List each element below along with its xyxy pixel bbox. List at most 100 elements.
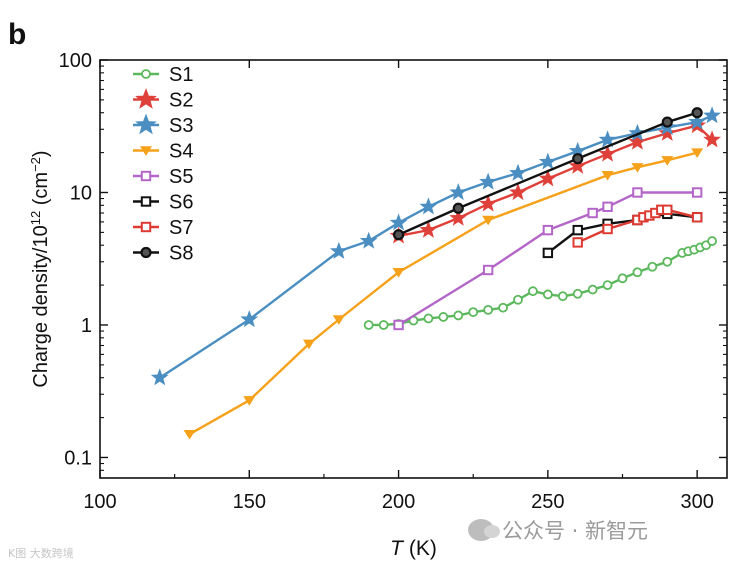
series-line-s4	[188, 151, 698, 436]
data-point-s3	[598, 130, 617, 148]
data-point-s3	[509, 163, 527, 181]
data-point-s4	[601, 171, 614, 181]
data-point-s2	[509, 183, 527, 201]
y-tick-label: 10	[70, 182, 92, 204]
watermark: 公众号 · 新智元	[468, 515, 648, 545]
y-axis-title-text: Charge density/10	[30, 225, 52, 387]
plot-frame	[99, 59, 728, 479]
series-s1	[363, 236, 717, 330]
data-point-s1	[662, 256, 673, 267]
data-point-s2	[598, 144, 617, 162]
data-point-s2	[658, 123, 677, 141]
x-tick-label: 200	[382, 491, 415, 513]
legend-label: S6	[169, 192, 193, 214]
legend-swatch-marker	[140, 170, 152, 182]
data-point-s4	[183, 429, 196, 440]
data-point-s5	[632, 187, 643, 198]
axis-labels: 100 150 200 250 300 0.1 1 10 100 T (K) Charge dens…	[28, 50, 714, 560]
wechat-icon	[468, 519, 500, 541]
data-point-s4	[691, 148, 704, 159]
data-point-s5	[587, 207, 598, 219]
data-point-s4	[631, 163, 644, 173]
data-point-s3	[703, 106, 721, 124]
data-point-s2	[568, 156, 587, 174]
legend-item-s3: S3	[133, 113, 193, 137]
data-point-s3	[329, 241, 348, 259]
legend-item-s7: S7	[133, 217, 193, 239]
data-point-s2	[538, 169, 557, 187]
x-tick-label: 250	[531, 491, 564, 513]
legend-swatch-marker	[140, 146, 152, 156]
data-point-s2	[479, 194, 498, 212]
series-s6	[542, 208, 703, 259]
series-line-s3	[159, 114, 713, 379]
data-point-s5	[602, 201, 613, 212]
data-point-s8	[661, 116, 673, 128]
data-point-s3	[150, 368, 169, 386]
y-axis-title-unit: (cm	[30, 172, 52, 211]
data-point-s7	[572, 237, 583, 248]
data-point-s1	[438, 312, 449, 322]
x-tick-label: 300	[680, 491, 713, 513]
data-point-s1	[423, 313, 434, 324]
legend-item-s1: S1	[133, 64, 193, 86]
series-s7	[572, 204, 703, 248]
data-point-s6	[542, 247, 554, 259]
series-s8	[392, 107, 703, 241]
data-point-s6	[572, 224, 583, 236]
y-tick-label: 100	[59, 50, 92, 72]
legend-item-s8: S8	[133, 243, 193, 265]
data-point-s1	[528, 286, 538, 297]
data-point-s1	[483, 304, 494, 315]
data-point-s8	[572, 153, 584, 165]
data-point-s1	[468, 307, 479, 318]
axes	[99, 59, 728, 479]
data-point-s5	[542, 224, 554, 236]
data-point-s4	[392, 268, 405, 278]
data-point-s1	[602, 280, 613, 291]
y-axis-title-exp: 12	[28, 211, 43, 225]
data-point-s2	[449, 208, 468, 226]
data-point-s8	[452, 202, 464, 214]
legend-label: S1	[169, 64, 193, 86]
data-point-s7	[662, 204, 673, 216]
data-point-s4	[332, 315, 345, 325]
panel-label: b	[8, 18, 27, 51]
data-point-s3	[389, 213, 408, 231]
data-point-s4	[243, 396, 256, 406]
data-point-s1	[498, 302, 508, 313]
series-s2	[389, 116, 721, 244]
data-point-s3	[688, 112, 707, 130]
x-axis-title-unit: (K)	[403, 537, 437, 560]
data-point-s4	[482, 215, 495, 226]
data-point-s3	[419, 197, 438, 215]
data-point-s1	[587, 284, 598, 295]
data-point-s1	[363, 320, 374, 330]
legend-swatch-marker	[135, 113, 157, 135]
series-s3	[150, 106, 721, 386]
data-point-s4	[661, 156, 674, 166]
series-s5	[393, 187, 703, 331]
legend-item-s2: S2	[133, 88, 193, 112]
legend-item-s6: S6	[133, 192, 193, 214]
x-axis-title-var: T	[390, 537, 405, 560]
data-point-s1	[557, 291, 568, 302]
series-line-s2	[398, 124, 713, 238]
data-point-s1	[542, 289, 553, 300]
y-axis-title: Charge density/1012 (cm−2)	[28, 150, 53, 387]
data-point-s1	[572, 288, 583, 299]
data-point-s1	[632, 267, 643, 278]
legend-label: S2	[169, 90, 193, 112]
data-point-s8	[691, 107, 703, 119]
y-axis-title-unit-close: )	[30, 150, 52, 157]
data-point-s1	[647, 261, 658, 272]
data-point-s1	[513, 294, 523, 305]
series-s4	[183, 148, 704, 440]
y-axis-title-unit-exp: −2	[28, 157, 43, 172]
legend-label: S8	[169, 243, 193, 265]
data-point-s1	[617, 273, 628, 284]
data-point-s7	[602, 223, 613, 235]
legend-swatch-marker	[135, 88, 157, 109]
data-point-s3	[479, 172, 498, 190]
series-line-s6	[547, 212, 698, 254]
